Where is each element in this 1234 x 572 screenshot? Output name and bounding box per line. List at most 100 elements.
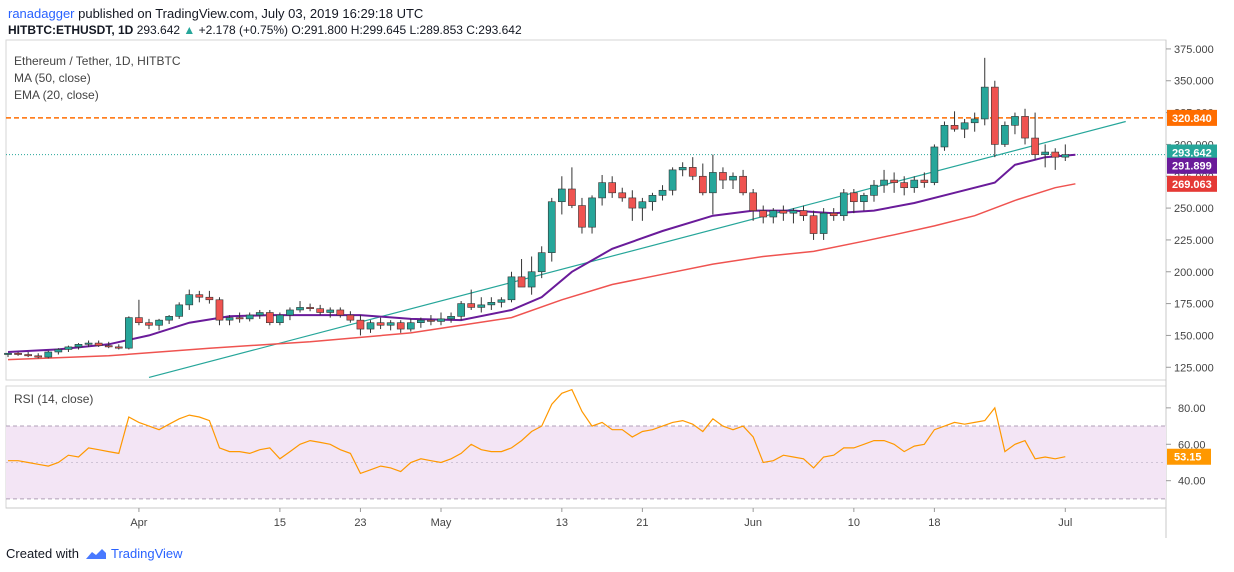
candle-body [104, 345, 113, 348]
ma50-line [7, 183, 1076, 361]
candle-body [739, 175, 747, 194]
time-tick-label: 10 [848, 517, 860, 529]
candle-body [900, 182, 909, 189]
ticker-symbol: HITBTC:ETHUSDT, 1D [8, 23, 134, 37]
candle-body [618, 192, 627, 199]
legend-ema[interactable]: EMA (20, close) [14, 88, 99, 102]
candle-body [839, 192, 848, 217]
candle-body [427, 319, 435, 322]
candle-body [447, 316, 455, 320]
candle-body [578, 205, 586, 228]
candle-body [890, 179, 898, 183]
tradingview-logo-icon [85, 548, 106, 559]
legend-ma[interactable]: MA (50, close) [14, 71, 91, 85]
footer-brand[interactable]: TradingView [110, 546, 183, 561]
candle-body [547, 201, 556, 253]
candle-body [668, 169, 677, 191]
rsi-line [8, 388, 1066, 475]
time-tick-label: May [431, 517, 452, 529]
candle-body [719, 172, 727, 181]
candle-body [779, 210, 788, 214]
candle-body [14, 352, 22, 355]
price-badge-label: 293.642 [1172, 148, 1212, 160]
candle-body [467, 303, 476, 308]
candle-body [326, 309, 335, 313]
candle-body [205, 296, 214, 301]
price-pane [5, 39, 1167, 381]
time-tick-label: Jun [744, 517, 762, 529]
ticker-last-price: 293.642 [136, 23, 181, 37]
candle-body [769, 210, 778, 218]
ticker-open: O:291.800 [291, 23, 348, 37]
time-tick-label: 21 [636, 517, 648, 529]
price-badge [1167, 175, 1217, 192]
candle-body [1011, 116, 1019, 126]
candle-body [225, 317, 234, 321]
candle-body [789, 210, 798, 214]
candle-body [4, 352, 12, 355]
candle-body [1041, 151, 1049, 155]
candle-body [215, 299, 224, 321]
rsi-badge-label: 53.15 [1174, 452, 1202, 464]
candle-body [356, 319, 365, 330]
candle-body [749, 192, 757, 211]
price-badge [1167, 144, 1217, 161]
candle-body [74, 344, 83, 348]
candle-body [910, 179, 919, 189]
candle-body [195, 294, 204, 298]
candle-body [628, 197, 637, 209]
ticker-high: H:299.645 [350, 23, 407, 37]
price-tick-label: 350.000 [1174, 76, 1214, 88]
candle-body [950, 125, 959, 130]
candle-body [165, 316, 173, 321]
candle-body [64, 346, 73, 350]
time-tick-label: Jul [1058, 517, 1072, 529]
candle-body [537, 252, 546, 273]
candle-body [678, 167, 687, 171]
candle-body [809, 215, 818, 234]
rsi-legend[interactable]: RSI (14, close) [14, 392, 94, 406]
candle-body [366, 322, 375, 330]
candle-body [688, 167, 697, 177]
trendline [148, 120, 1126, 379]
candle-body [819, 212, 828, 234]
ticker-change: +2.178 (+0.75%) [198, 23, 289, 37]
candle-body [185, 294, 194, 306]
candle-body [920, 179, 929, 183]
publish-header: ranadagger published on TradingView.com,… [8, 6, 423, 22]
candle-body [1031, 137, 1039, 155]
publish-info: published on TradingView.com, July 03, 2… [74, 6, 424, 21]
time-tick-label: 15 [274, 517, 286, 529]
footer: Created with TradingView [6, 546, 183, 561]
candle-body [306, 307, 314, 309]
candle-body [568, 188, 576, 206]
candle-body [84, 342, 93, 345]
price-tick-label: 375.000 [1174, 44, 1214, 56]
candle-body [940, 125, 949, 148]
ema20-line [7, 153, 1076, 353]
time-tick-label: 13 [556, 517, 568, 529]
price-badge-label: 291.899 [1172, 161, 1212, 173]
candle-body [960, 122, 969, 130]
time-tick-label: 18 [928, 517, 940, 529]
price-tick-label: 175.000 [1174, 299, 1214, 311]
candle-body [729, 175, 737, 181]
triangle-up-icon: ▲ [183, 23, 196, 37]
candle-body [125, 317, 133, 349]
candle-body [265, 312, 274, 323]
candle-body [870, 184, 878, 196]
price-badge-label: 320.840 [1172, 113, 1212, 125]
rsi-badge [1167, 448, 1211, 465]
legend-title: Ethereum / Tether, 1D, HITBTC [14, 54, 181, 68]
candle-body [1021, 116, 1029, 139]
candle-body [527, 271, 536, 288]
candle-body [638, 201, 647, 209]
rsi-tick-label: 80.00 [1178, 403, 1206, 415]
chart-legend: Ethereum / Tether, 1D, HITBTC MA (50, cl… [14, 53, 181, 104]
candle-body [588, 197, 596, 228]
author-link[interactable]: ranadagger [8, 6, 75, 21]
candle-body [487, 302, 496, 306]
candle-body [386, 322, 395, 326]
price-tick-label: 125.000 [1174, 362, 1214, 374]
